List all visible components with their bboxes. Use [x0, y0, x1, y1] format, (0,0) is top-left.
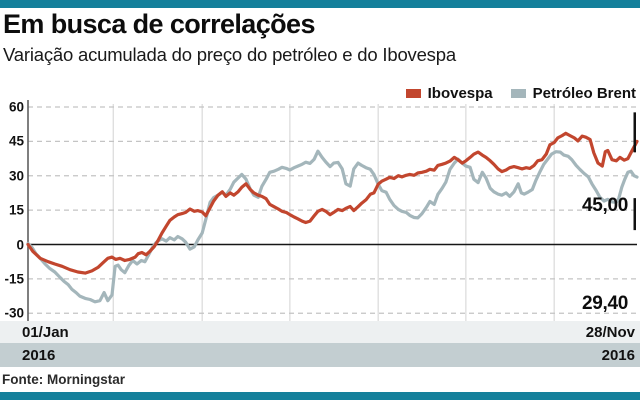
y-tick-label: 60 [8, 99, 24, 115]
legend-swatch [405, 89, 421, 98]
y-tick-label: -30 [4, 305, 24, 321]
y-tick-label: 15 [8, 202, 24, 218]
bottom-accent-bar [0, 392, 640, 400]
y-tick-label: 45 [8, 133, 24, 149]
value-label-ibovespa: 45,00 [581, 195, 628, 216]
legend: Ibovespa Petróleo Brent [405, 85, 636, 102]
y-tick-label: 30 [8, 168, 24, 184]
top-accent-bar [0, 0, 640, 8]
source-note: Fonte: Morningstar [2, 372, 125, 387]
plot-svg [26, 100, 639, 322]
x-axis-end-label: 28/Nov [585, 323, 635, 341]
y-tick-label: 0 [16, 237, 24, 252]
series-line-petr-leo-brent [26, 149, 639, 304]
legend-label: Ibovespa [427, 85, 493, 102]
legend-item: Petróleo Brent [510, 85, 636, 102]
value-label-brent: 29,40 [581, 293, 628, 314]
page-subtitle: Variação acumulada do preço do petróleo … [3, 44, 456, 65]
x-axis-band: 01/Jan 28/Nov [0, 321, 640, 343]
page-title: Em busca de correlações [3, 9, 315, 39]
x-axis-start-label: 01/Jan [22, 323, 69, 341]
y-axis-labels: 60 45 30 15 0 -15 -30 [0, 0, 24, 330]
legend-item: Ibovespa [405, 85, 493, 102]
end-marker [633, 198, 636, 231]
year-end-label: 2016 [601, 346, 635, 364]
series-line-ibovespa [26, 131, 639, 275]
legend-label: Petróleo Brent [532, 85, 636, 102]
plot-area: 45,00 29,40 [0, 88, 640, 326]
year-band: 2016 2016 [0, 343, 640, 367]
legend-swatch [510, 89, 526, 98]
end-marker [633, 112, 636, 153]
y-tick-label: -15 [4, 271, 24, 287]
year-start-label: 2016 [22, 346, 56, 364]
